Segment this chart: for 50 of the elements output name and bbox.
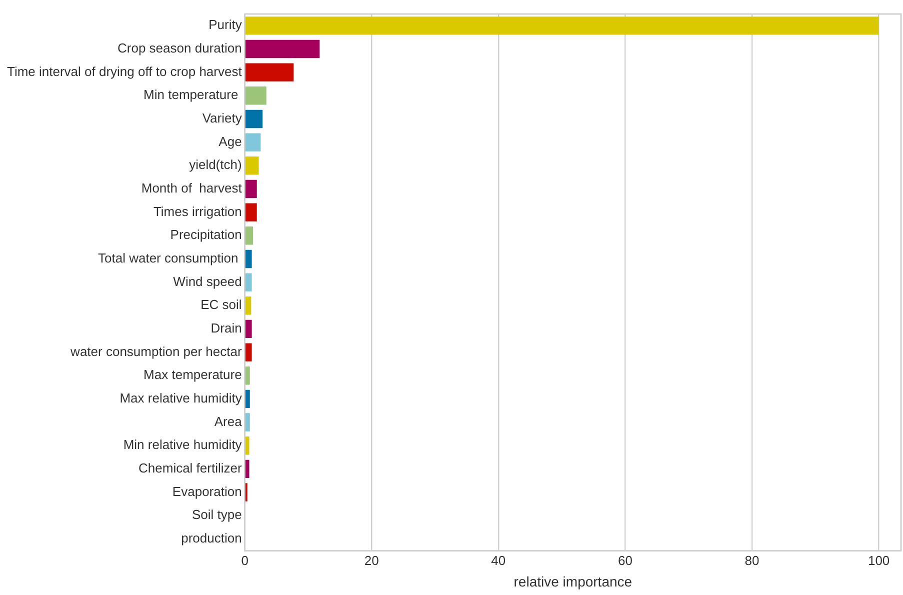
x-tick-label: 100 bbox=[868, 552, 890, 568]
bar bbox=[245, 273, 252, 292]
bar bbox=[245, 436, 250, 455]
y-tick-label: Time interval of drying off to crop harvest bbox=[6, 64, 242, 79]
y-tick-label: Precipitation bbox=[170, 227, 242, 242]
bar bbox=[245, 320, 252, 338]
y-tick-label: Max relative humidity bbox=[120, 390, 242, 406]
bar bbox=[245, 86, 266, 105]
y-tick-label: Chemical fertilizer bbox=[138, 460, 242, 476]
y-tick-label: Age bbox=[218, 134, 242, 149]
y-tick-label: Soil type bbox=[192, 507, 242, 522]
bar bbox=[245, 16, 879, 35]
bar bbox=[245, 133, 261, 152]
y-tick-label: Max temperature bbox=[144, 367, 242, 382]
x-axis-title: relative importance bbox=[514, 573, 632, 590]
bar bbox=[245, 156, 259, 175]
y-tick-label: Total water consumption bbox=[98, 250, 242, 266]
bar bbox=[245, 343, 252, 362]
y-tick-label: production bbox=[181, 530, 242, 546]
x-tick-label: 20 bbox=[364, 552, 379, 568]
y-tick-label: EC soil bbox=[200, 297, 242, 312]
y-tick-label: Purity bbox=[208, 17, 242, 32]
bar bbox=[245, 203, 257, 222]
bar bbox=[245, 366, 250, 385]
y-tick-label: water consumption per hectar bbox=[70, 344, 242, 359]
y-tick-label: Drain bbox=[210, 320, 242, 336]
bar bbox=[245, 390, 250, 408]
y-tick-label: Min relative humidity bbox=[123, 437, 242, 452]
x-tick-label: 60 bbox=[618, 552, 632, 568]
x-tick-label: 80 bbox=[744, 552, 760, 568]
bar bbox=[245, 250, 252, 268]
x-tick-label: 0 bbox=[241, 552, 248, 568]
y-tick-label: Evaporation bbox=[172, 484, 242, 499]
bar bbox=[245, 226, 254, 245]
bar bbox=[245, 296, 252, 315]
y-tick-label: Times irrigation bbox=[153, 204, 242, 219]
x-tick-label: 40 bbox=[491, 552, 506, 568]
y-tick-label: Area bbox=[214, 414, 243, 429]
y-tick-label: yield(tch) bbox=[189, 157, 242, 172]
y-tick-label: Wind speed bbox=[173, 274, 242, 289]
y-tick-label: Crop season duration bbox=[118, 40, 242, 56]
bar bbox=[245, 63, 294, 82]
y-tick-label: Min temperature bbox=[144, 87, 242, 102]
bar bbox=[245, 110, 263, 128]
y-tick-label: Variety bbox=[202, 110, 242, 126]
bar bbox=[245, 40, 320, 58]
bar bbox=[245, 413, 250, 432]
bar bbox=[245, 180, 257, 198]
bar bbox=[245, 460, 250, 478]
y-tick-label: Month of harvest bbox=[141, 180, 242, 196]
